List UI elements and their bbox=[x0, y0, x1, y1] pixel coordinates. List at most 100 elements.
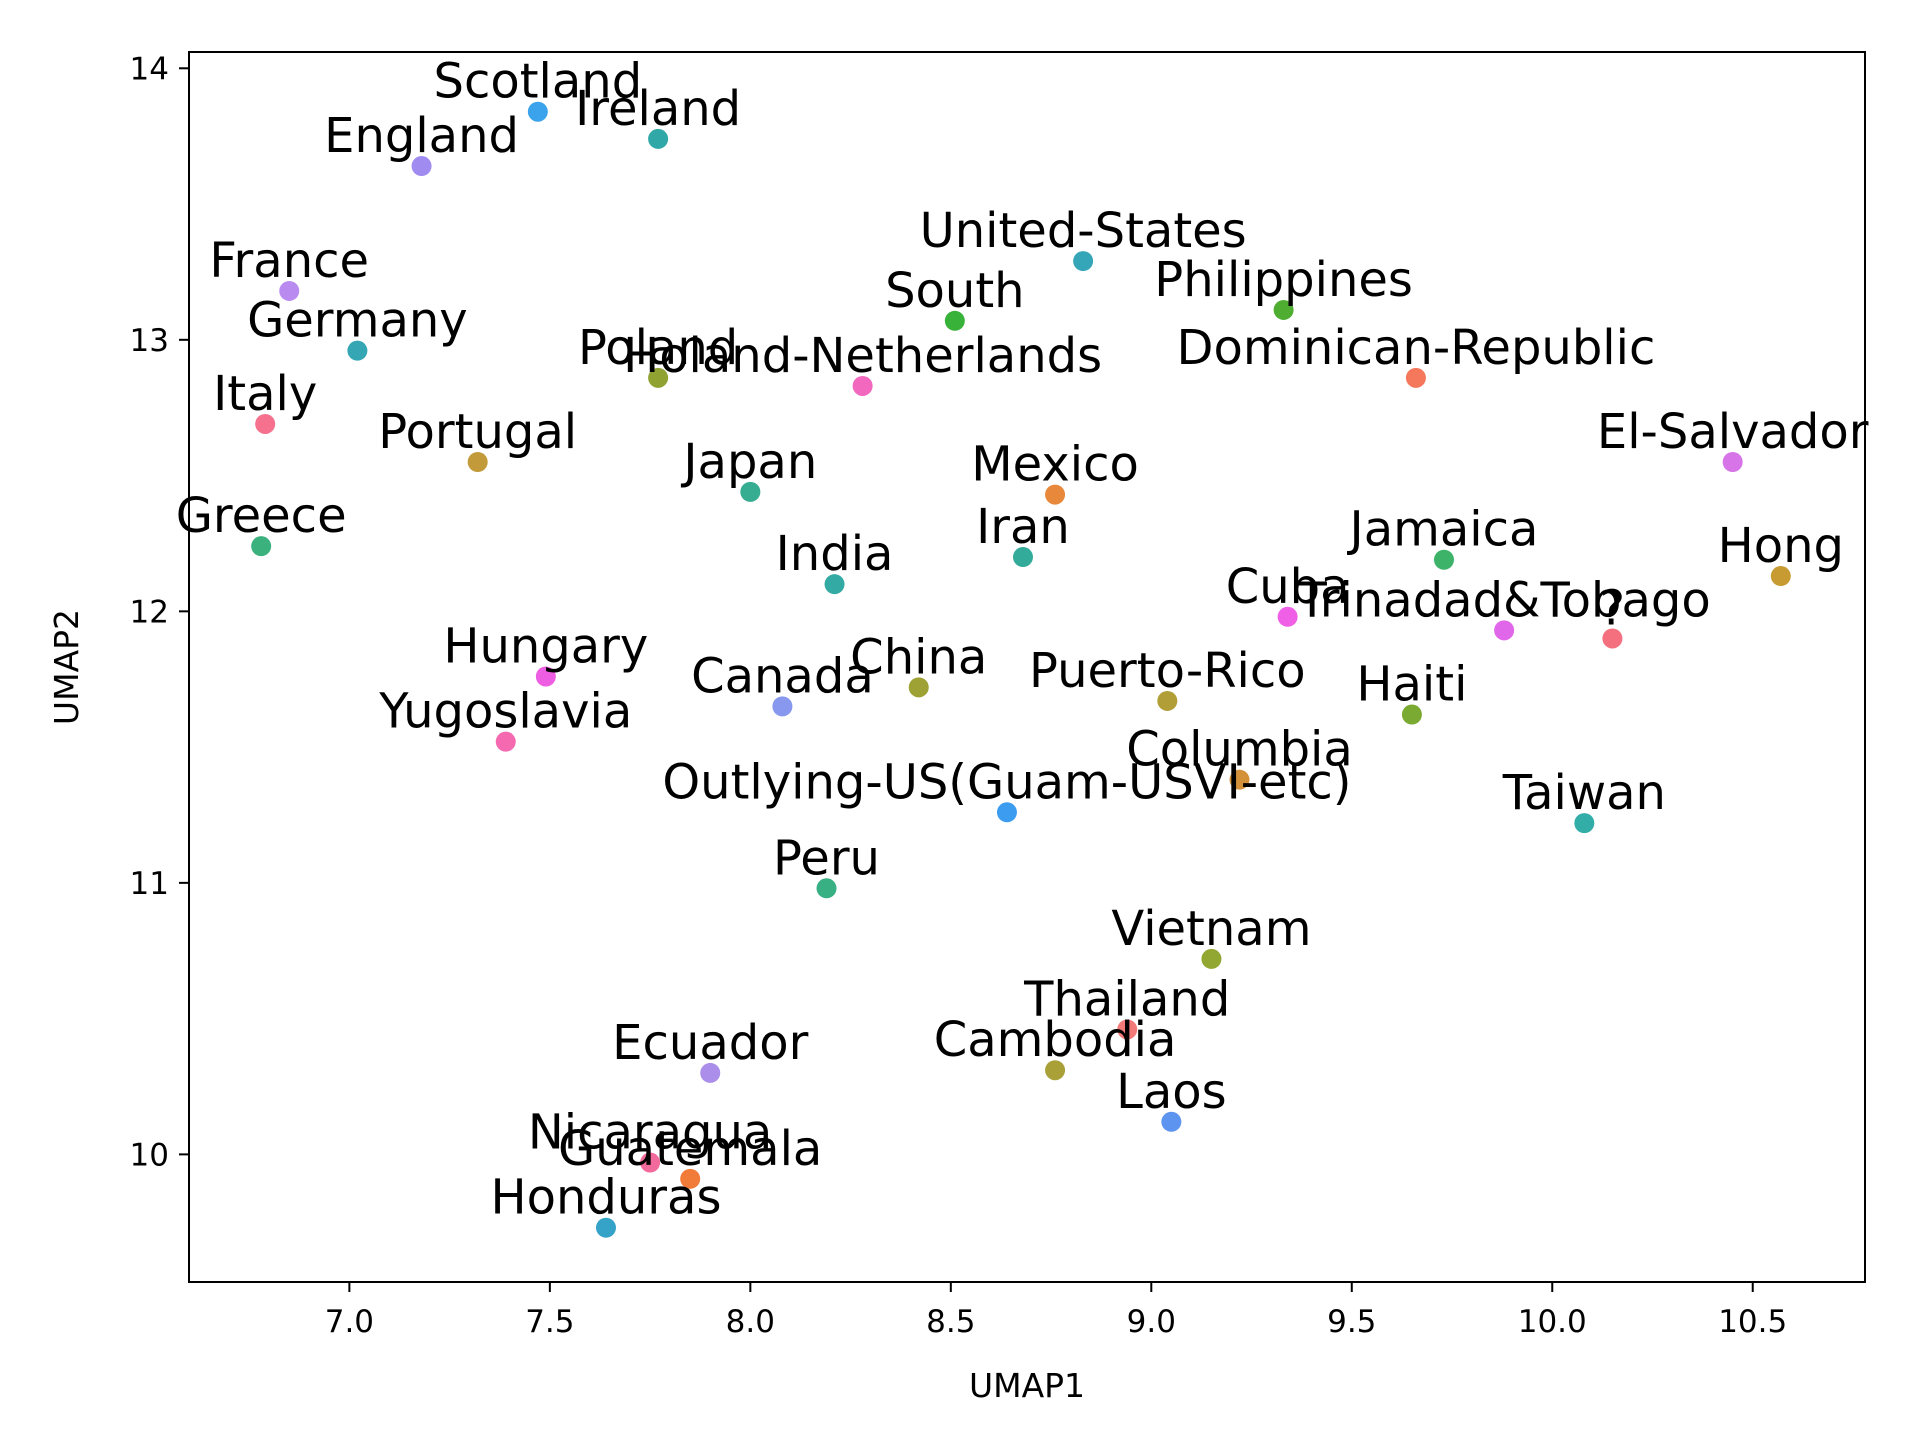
scatter-point bbox=[1229, 769, 1250, 790]
scatter-point bbox=[772, 696, 793, 717]
scatter-point bbox=[1012, 547, 1033, 568]
point-label: Peru bbox=[773, 830, 880, 886]
y-tick-label: 14 bbox=[130, 51, 169, 87]
point-label: Thailand bbox=[1023, 971, 1230, 1027]
point-label: Portugal bbox=[378, 404, 577, 460]
y-axis-ticks: 10 11 12 13 14 bbox=[130, 51, 189, 1173]
scatter-point bbox=[680, 1168, 701, 1189]
point-label: Hungary bbox=[443, 619, 648, 675]
scatter-point bbox=[852, 375, 873, 396]
x-tick-label: 8.5 bbox=[926, 1304, 975, 1340]
point-label: Ireland bbox=[575, 81, 741, 137]
scatter-point bbox=[1157, 690, 1178, 711]
scatter-point bbox=[1574, 813, 1595, 834]
point-label: South bbox=[885, 263, 1025, 319]
scatter-point bbox=[648, 367, 669, 388]
point-label: Jamaica bbox=[1347, 502, 1539, 558]
point-label: Mexico bbox=[971, 437, 1139, 493]
scatter-point bbox=[1494, 620, 1515, 641]
scatter-point bbox=[1045, 1060, 1066, 1081]
scatter-point bbox=[908, 677, 929, 698]
point-label: India bbox=[776, 526, 894, 582]
point-label: ? bbox=[1600, 580, 1625, 636]
point-label: China bbox=[850, 629, 987, 685]
point-label: Outlying-US(Guam-USVI-etc) bbox=[662, 754, 1351, 810]
point-label: Puerto-Rico bbox=[1029, 643, 1306, 699]
point-label: Philippines bbox=[1154, 252, 1413, 308]
point-label: Germany bbox=[247, 293, 468, 349]
y-tick-label: 10 bbox=[130, 1137, 169, 1173]
scatter-point bbox=[1201, 948, 1222, 969]
point-label: Scotland bbox=[433, 54, 642, 110]
point-label: Haiti bbox=[1356, 657, 1467, 713]
scatter-point bbox=[255, 413, 276, 434]
plot-area-frame bbox=[188, 51, 1866, 1283]
scatter-point bbox=[251, 536, 272, 557]
x-tick-label: 10.5 bbox=[1718, 1304, 1787, 1340]
scatter-point bbox=[1602, 628, 1623, 649]
point-label: Iran bbox=[976, 499, 1070, 555]
scatter-point bbox=[495, 731, 516, 752]
scatter-point bbox=[347, 340, 368, 361]
scatter-point bbox=[740, 481, 761, 502]
y-axis-label: UMAP2 bbox=[47, 609, 86, 725]
point-label: Poland bbox=[578, 320, 738, 376]
scatter-point bbox=[1117, 1019, 1138, 1040]
point-label: Greece bbox=[176, 488, 347, 544]
point-label: Cambodia bbox=[934, 1012, 1177, 1068]
x-tick-label: 9.5 bbox=[1327, 1304, 1376, 1340]
scatter-point bbox=[595, 1217, 616, 1238]
x-tick-label: 10.0 bbox=[1518, 1304, 1587, 1340]
scatter-point bbox=[1277, 606, 1298, 627]
point-label: United-States bbox=[920, 203, 1247, 259]
point-label: Columbia bbox=[1126, 722, 1353, 778]
point-label: Canada bbox=[691, 648, 874, 704]
scatter-point bbox=[996, 802, 1017, 823]
scatter-point bbox=[1433, 549, 1454, 570]
y-tick-label: 12 bbox=[130, 594, 169, 630]
point-label: Yugoslavia bbox=[378, 684, 632, 740]
point-label: Taiwan bbox=[1502, 765, 1666, 821]
point-label: Cuba bbox=[1226, 559, 1350, 615]
scatter-point bbox=[1273, 299, 1294, 320]
point-label: Honduras bbox=[491, 1170, 722, 1226]
scatter-point bbox=[467, 452, 488, 472]
scatter-point bbox=[1401, 704, 1422, 725]
point-label: England bbox=[324, 108, 519, 164]
point-label: Holand-Netherlands bbox=[623, 328, 1102, 384]
scatter-point bbox=[1161, 1111, 1182, 1132]
scatter-point bbox=[824, 574, 845, 595]
y-tick-label: 11 bbox=[130, 866, 169, 902]
scatter-point bbox=[1073, 251, 1094, 272]
x-tick-label: 7.0 bbox=[325, 1304, 374, 1340]
scatter-points bbox=[251, 101, 1791, 1238]
scatter-point bbox=[700, 1062, 721, 1083]
scatter-point bbox=[279, 280, 300, 301]
point-label: Trinadad&Tobago bbox=[1297, 572, 1711, 628]
scatter-point bbox=[944, 310, 965, 331]
y-tick-label: 13 bbox=[130, 323, 169, 359]
x-tick-label: 7.5 bbox=[525, 1304, 574, 1340]
point-label: Hong bbox=[1718, 518, 1844, 574]
x-tick-label: 8.0 bbox=[726, 1304, 775, 1340]
point-label: Guatemala bbox=[558, 1121, 822, 1177]
x-axis-label: UMAP1 bbox=[969, 1366, 1085, 1405]
scatter-point bbox=[527, 101, 548, 122]
point-label: France bbox=[209, 233, 369, 289]
point-label: Ecuador bbox=[612, 1015, 808, 1071]
x-tick-label: 9.0 bbox=[1127, 1304, 1176, 1340]
x-axis-ticks: 7.0 7.5 8.0 8.5 9.0 9.5 10.0 10.5 bbox=[325, 1282, 1787, 1340]
scatter-point bbox=[648, 128, 669, 149]
scatter-point bbox=[535, 666, 556, 687]
scatter-point bbox=[1405, 367, 1426, 388]
point-label: Dominican-Republic bbox=[1176, 320, 1655, 376]
scatter-point bbox=[816, 878, 837, 899]
scatter-point bbox=[411, 156, 432, 177]
point-label: Vietnam bbox=[1111, 901, 1311, 957]
point-label: Japan bbox=[680, 434, 817, 490]
scatter-point bbox=[1045, 484, 1066, 505]
scatter-point bbox=[640, 1152, 661, 1173]
